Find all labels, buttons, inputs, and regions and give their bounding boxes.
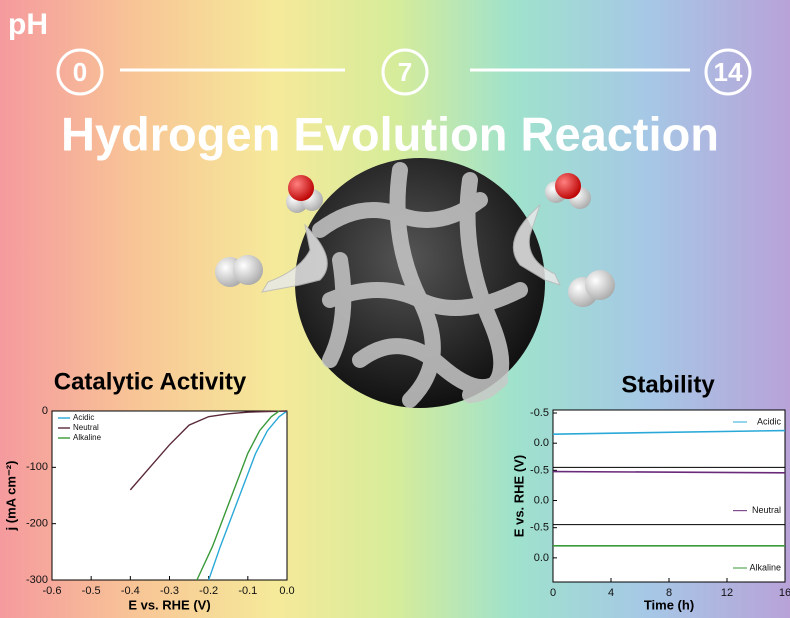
x-axis-label: E vs. RHE (V) — [128, 597, 210, 612]
y-axis-label: E vs. RHE (V) — [511, 455, 526, 537]
title: Hydrogen Evolution Reaction — [61, 107, 719, 160]
y-tick-label: -0.5 — [530, 407, 549, 419]
y-axis-label: j (mA cm⁻²) — [3, 461, 18, 532]
y-tick-label: -0.5 — [530, 464, 549, 476]
plot-background — [553, 410, 785, 582]
x-tick-label: 0.0 — [279, 585, 294, 597]
series-line — [208, 410, 288, 581]
x-tick-label: -0.2 — [199, 585, 218, 597]
legend-label: Neutral — [73, 423, 99, 432]
legend-label: Alkaline — [73, 433, 102, 442]
x-tick-label: -0.3 — [160, 585, 179, 597]
plot-background — [52, 411, 287, 580]
x-tick-label: -0.1 — [238, 585, 257, 597]
series-line — [196, 410, 280, 581]
legend-label: Alkaline — [749, 562, 781, 572]
series-line — [129, 410, 288, 491]
y-tick-label: -300 — [26, 574, 48, 586]
series-line — [552, 429, 786, 435]
x-tick-label: -0.5 — [82, 585, 101, 597]
x-tick-label: 8 — [666, 587, 672, 599]
ph-label: pH — [8, 8, 48, 41]
molecules — [215, 173, 615, 307]
series-line — [552, 470, 786, 474]
x-tick-label: 4 — [608, 587, 614, 599]
y-tick-label: 0.0 — [534, 437, 549, 449]
chart-title: Catalytic Activity — [54, 368, 247, 395]
sem-image — [295, 158, 545, 408]
y-tick-label: -200 — [26, 518, 48, 530]
x-tick-label: 12 — [721, 587, 733, 599]
y-tick-label: -0.5 — [530, 522, 549, 534]
legend-label: Acidic — [73, 413, 94, 422]
y-tick-label: 0.0 — [534, 552, 549, 564]
x-tick-label: 16 — [779, 587, 790, 599]
ph-value: 0 — [73, 57, 87, 87]
y-tick-label: 0.0 — [534, 494, 549, 506]
ph-scale-lines — [56, 48, 752, 96]
x-tick-label: -0.6 — [43, 585, 62, 597]
x-tick-label: -0.4 — [121, 585, 140, 597]
legend-label: Neutral — [752, 505, 781, 515]
x-tick-label: 0 — [550, 587, 556, 599]
y-tick-label: 0 — [42, 405, 48, 417]
legend-label: Acidic — [757, 416, 782, 426]
arrows — [261, 203, 561, 293]
chart-title: Stability — [621, 371, 715, 398]
ph-value: 14 — [714, 57, 743, 87]
ph-value: 7 — [398, 57, 412, 87]
x-axis-label: Time (h) — [644, 597, 694, 612]
y-tick-label: -100 — [26, 461, 48, 473]
